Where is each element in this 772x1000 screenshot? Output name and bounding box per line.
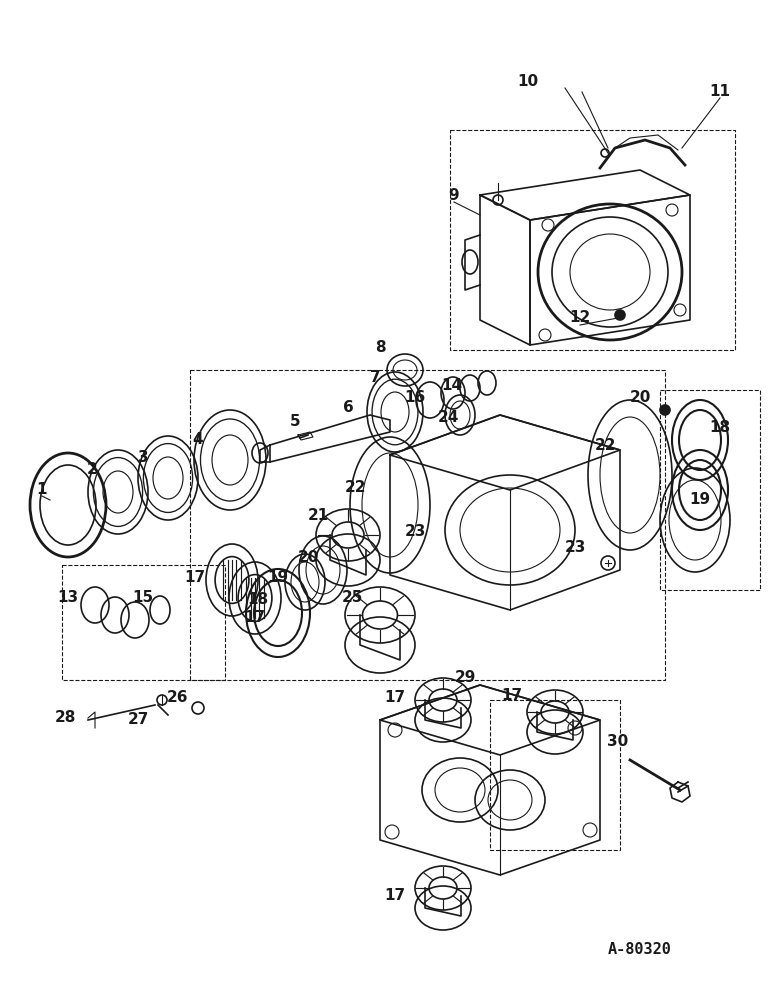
Text: 18: 18 (248, 592, 269, 607)
Circle shape (615, 310, 625, 320)
Text: 24: 24 (437, 410, 459, 426)
Text: 22: 22 (344, 481, 366, 495)
Text: 15: 15 (133, 590, 154, 605)
Text: 16: 16 (405, 390, 425, 406)
Text: 17: 17 (502, 688, 523, 702)
Text: 5: 5 (290, 414, 300, 430)
Circle shape (660, 405, 670, 415)
Text: 11: 11 (709, 85, 730, 100)
Text: A-80320: A-80320 (608, 942, 672, 958)
Text: 17: 17 (245, 610, 266, 626)
Text: 7: 7 (370, 370, 381, 385)
Text: 4: 4 (193, 432, 203, 448)
Text: 3: 3 (137, 450, 148, 464)
Text: 23: 23 (405, 524, 425, 540)
Text: 27: 27 (127, 712, 149, 728)
Text: 14: 14 (442, 377, 462, 392)
Text: 17: 17 (185, 570, 205, 585)
Text: 29: 29 (454, 670, 476, 686)
Text: 19: 19 (689, 492, 710, 508)
Text: 20: 20 (629, 390, 651, 406)
Text: 18: 18 (709, 420, 730, 436)
Text: 9: 9 (449, 188, 459, 202)
Text: 17: 17 (384, 690, 405, 706)
Text: 28: 28 (54, 710, 76, 726)
Text: 17: 17 (384, 888, 405, 902)
Text: 19: 19 (267, 570, 289, 585)
Text: 22: 22 (594, 438, 616, 452)
Text: 10: 10 (517, 75, 539, 90)
Text: 6: 6 (343, 400, 354, 416)
Text: 1: 1 (37, 483, 47, 497)
Text: 23: 23 (564, 540, 586, 556)
Text: 12: 12 (570, 310, 591, 326)
Text: 21: 21 (307, 508, 329, 522)
Text: 25: 25 (341, 590, 363, 605)
Text: 20: 20 (297, 550, 319, 566)
Text: 8: 8 (374, 340, 385, 356)
Text: 2: 2 (86, 462, 97, 478)
Text: 26: 26 (168, 690, 188, 706)
Text: 30: 30 (608, 734, 628, 750)
Text: 13: 13 (57, 590, 79, 605)
